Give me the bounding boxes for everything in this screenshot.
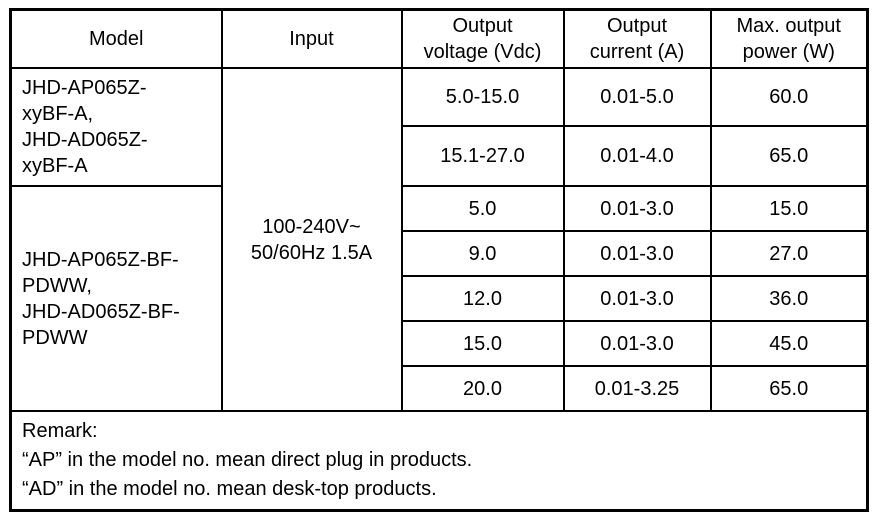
power-cell: 36.0 [709, 275, 869, 322]
voltage-cell: 15.0 [400, 320, 565, 367]
table-row: 20.0 0.01-3.25 65.0 [11, 365, 869, 412]
table-row: 12.0 0.01-3.0 36.0 [11, 275, 869, 322]
power-cell: 65.0 [709, 365, 869, 412]
voltage-cell: 5.0 [400, 185, 565, 232]
column-header-input: Input [220, 8, 403, 69]
remark-line-ad: “AD” in the model no. mean desk-top prod… [22, 478, 437, 500]
remark-title: Remark: [22, 420, 98, 442]
column-header-output-voltage: Output voltage (Vdc) [400, 8, 565, 69]
column-header-model: Model [9, 8, 223, 69]
power-cell: 27.0 [709, 230, 869, 277]
model-group-2: JHD-AP065Z-BF- PDWW, JHD-AD065Z-BF- PDWW [9, 185, 223, 412]
column-header-output-current: Output current (A) [562, 8, 712, 69]
table-row: 15.1-27.0 0.01-4.0 65.0 [11, 125, 869, 187]
model-group-1: JHD-AP065Z- xyBF-A, JHD-AD065Z- xyBF-A [9, 67, 223, 187]
current-cell: 0.01-3.0 [562, 185, 712, 232]
input-cell: 100-240V~ 50/60Hz 1.5A [220, 67, 403, 412]
power-cell: 60.0 [709, 67, 869, 127]
voltage-cell: 15.1-27.0 [400, 125, 565, 187]
remark-line-ap: “AP” in the model no. mean direct plug i… [22, 449, 473, 471]
voltage-cell: 5.0-15.0 [400, 67, 565, 127]
column-header-max-output-power: Max. output power (W) [709, 8, 869, 69]
table-row: JHD-AP065Z- xyBF-A, JHD-AD065Z- xyBF-A 1… [9, 67, 869, 412]
spec-table: Model Input Output voltage (Vdc) Output … [9, 8, 869, 512]
current-cell: 0.01-3.0 [562, 275, 712, 322]
remark-row: Remark: “AP” in the model no. mean direc… [9, 410, 869, 512]
table-row: 9.0 0.01-3.0 27.0 [11, 230, 869, 277]
power-cell: 15.0 [709, 185, 869, 232]
voltage-cell: 9.0 [400, 230, 565, 277]
power-cell: 45.0 [709, 320, 869, 367]
current-cell: 0.01-5.0 [562, 67, 712, 127]
power-cell: 65.0 [709, 125, 869, 187]
current-cell: 0.01-3.0 [562, 230, 712, 277]
voltage-cell: 12.0 [400, 275, 565, 322]
voltage-cell: 20.0 [400, 365, 565, 412]
current-cell: 0.01-3.25 [562, 365, 712, 412]
current-cell: 0.01-4.0 [562, 125, 712, 187]
header-row: Model Input Output voltage (Vdc) Output … [9, 8, 869, 69]
table-row: JHD-AP065Z-BF- PDWW, JHD-AD065Z-BF- PDWW… [9, 185, 869, 412]
current-cell: 0.01-3.0 [562, 320, 712, 367]
remark-cell: Remark: “AP” in the model no. mean direc… [9, 410, 869, 512]
table-row: 15.0 0.01-3.0 45.0 [11, 320, 869, 367]
